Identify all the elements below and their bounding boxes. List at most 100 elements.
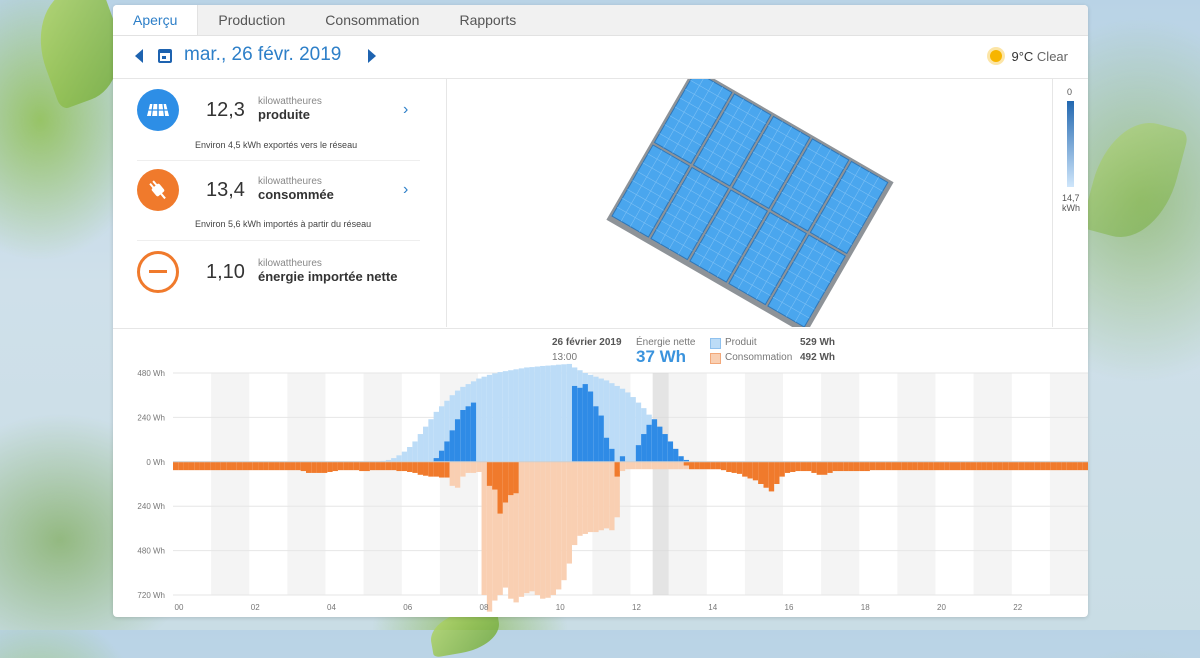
consumed-grid-bar — [806, 462, 811, 471]
previous-day-button[interactable] — [135, 49, 143, 63]
consumed-bar — [668, 462, 673, 469]
tab-production[interactable]: Production — [198, 5, 305, 35]
consumed-grid-bar — [838, 462, 843, 471]
produced-self-bar — [577, 388, 582, 462]
consumed-grid-bar — [1067, 462, 1072, 470]
x-tick-label: 10 — [556, 603, 565, 612]
consumed-grid-bar — [849, 462, 854, 471]
consumed-grid-bar — [205, 462, 210, 470]
hour-band — [287, 373, 325, 595]
consumed-bar — [641, 462, 646, 469]
produced-bar — [529, 367, 534, 462]
consumed-grid-bar — [716, 462, 721, 469]
consumed-grid-bar — [274, 462, 279, 470]
consumed-bar — [476, 462, 481, 472]
produced-bar — [492, 373, 497, 461]
weather-temperature: 9°C — [1011, 49, 1033, 64]
consumed-grid-bar — [976, 462, 981, 470]
consumed-grid-bar — [694, 462, 699, 469]
consumed-grid-bar — [423, 462, 428, 476]
net-label: énergie importée nette — [258, 269, 397, 284]
consumed-grid-bar — [870, 462, 875, 470]
produced-bar — [567, 364, 572, 462]
consumed-bar — [620, 462, 625, 471]
consumed-bar — [471, 462, 476, 473]
consumed-bar — [540, 462, 545, 599]
consumed-grid-bar — [822, 462, 827, 475]
produced-unit: kilowattheures — [258, 96, 322, 107]
consumed-grid-bar — [498, 462, 503, 514]
chevron-right-icon[interactable]: › — [403, 101, 408, 119]
chevron-right-icon[interactable]: › — [403, 181, 408, 199]
consumed-grid-bar — [200, 462, 205, 470]
hover-date: 26 février 2019 — [552, 337, 622, 348]
produced-bar — [402, 452, 407, 462]
consumed-stat[interactable]: 13,4 kilowattheures consommée › Environ … — [113, 161, 418, 239]
consumed-bar — [482, 462, 487, 595]
consumed-bar — [593, 462, 598, 532]
consumed-grid-bar — [817, 462, 822, 475]
consumed-bar — [577, 462, 582, 536]
y-tick-label: 480 Wh — [137, 369, 165, 378]
consumed-grid-bar — [801, 462, 806, 471]
next-day-button[interactable] — [368, 49, 376, 63]
consumed-grid-bar — [742, 462, 747, 477]
consumed-bar — [588, 462, 593, 532]
consumed-grid-bar — [726, 462, 731, 472]
hour-band — [669, 373, 707, 595]
produced-self-bar — [673, 449, 678, 462]
produced-bar — [513, 369, 518, 462]
consumed-grid-bar — [396, 462, 401, 471]
consumed-grid-bar — [982, 462, 987, 470]
consumed-grid-bar — [338, 462, 343, 470]
consumed-grid-bar — [226, 462, 231, 470]
consumed-bar — [567, 462, 572, 564]
net-unit: kilowattheures — [258, 258, 322, 269]
consumed-grid-bar — [907, 462, 912, 470]
x-tick-label: 02 — [251, 603, 260, 612]
produced-bar — [428, 419, 433, 462]
consumed-value: 13,4 — [206, 179, 245, 202]
consumed-bar — [556, 462, 561, 590]
x-tick-label: 20 — [937, 603, 946, 612]
consumed-grid-bar — [279, 462, 284, 470]
tab-consommation[interactable]: Consommation — [305, 5, 439, 35]
current-date[interactable]: mar., 26 févr. 2019 — [184, 44, 341, 66]
consumed-unit: kilowattheures — [258, 176, 322, 187]
consumed-bar — [545, 462, 550, 598]
produced-label: produite — [258, 107, 310, 122]
consumed-grid-bar — [966, 462, 971, 470]
consumed-grid-bar — [790, 462, 795, 472]
consumed-grid-bar — [763, 462, 768, 488]
consumed-grid-bar — [412, 462, 417, 473]
consumed-grid-bar — [1003, 462, 1008, 470]
scale-bottom-label: 14,7 — [1062, 193, 1080, 203]
sun-icon — [990, 50, 1002, 62]
consumed-grid-bar — [689, 462, 694, 469]
hover-consumed-label: Consommation — [725, 352, 792, 363]
produced-stat[interactable]: 12,3 kilowattheures produite › Environ 4… — [113, 79, 418, 157]
energy-summary: 12,3 kilowattheures produite › Environ 4… — [113, 79, 447, 327]
produced-self-bar — [460, 410, 465, 462]
y-tick-label: 240 Wh — [137, 502, 165, 511]
calendar-icon[interactable] — [158, 49, 172, 63]
tab-rapports[interactable]: Rapports — [439, 5, 536, 35]
consumed-bar — [673, 462, 678, 469]
produced-bar — [556, 365, 561, 462]
produced-bar — [498, 372, 503, 462]
solar-array-illustration — [447, 79, 1052, 327]
consumed-grid-bar — [402, 462, 407, 471]
consumed-grid-bar — [774, 462, 779, 484]
consumed-grid-bar — [317, 462, 322, 473]
produced-bar — [535, 367, 540, 462]
produced-self-bar — [636, 445, 641, 462]
tab-apercu[interactable]: Aperçu — [113, 5, 198, 35]
net-value: 1,10 — [206, 261, 245, 284]
consumed-bar — [625, 462, 630, 469]
hover-time: 13:00 — [552, 352, 577, 363]
consumed-grid-bar — [439, 462, 444, 478]
consumed-bar — [450, 462, 455, 486]
hour-band — [897, 373, 935, 595]
produced-self-bar — [593, 406, 598, 462]
